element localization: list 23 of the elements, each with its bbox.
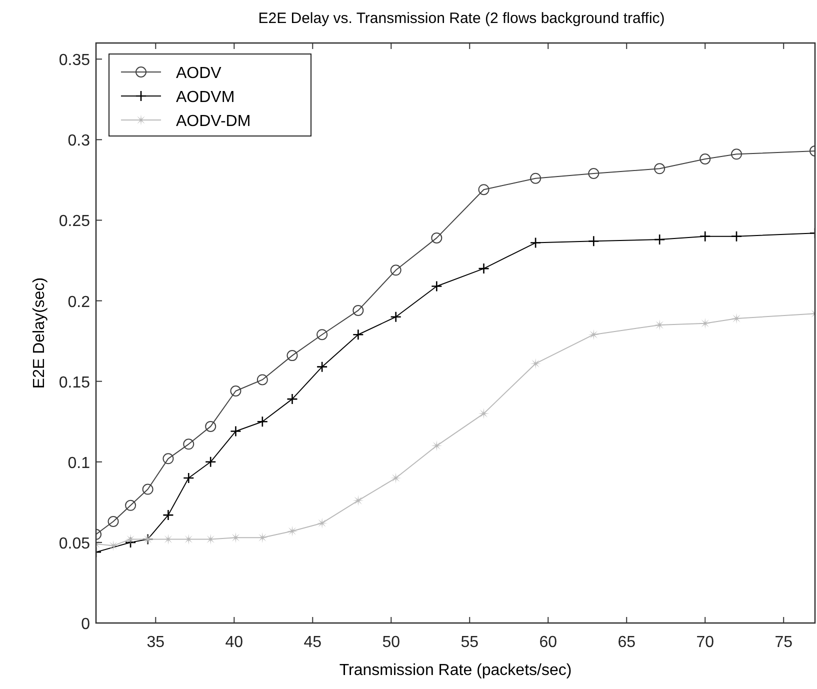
chart-title: E2E Delay vs. Transmission Rate (2 flows background traffic) [258, 10, 665, 27]
y-axis-title: E2E Delay(sec) [31, 277, 48, 389]
x-axis-title: Transmission Rate (packets/sec) [339, 662, 572, 679]
x-tick-label: 35 [146, 634, 165, 651]
legend-label: AODV [176, 65, 222, 82]
y-tick-label: 0.35 [58, 52, 90, 70]
x-tick-label: 55 [460, 634, 479, 651]
y-tick-label: 0.2 [68, 294, 90, 311]
y-tick-label: 0.3 [68, 132, 90, 150]
x-tick-label: 60 [539, 634, 558, 651]
x-tick-label: 70 [696, 634, 714, 651]
x-tick-label: 50 [382, 634, 400, 651]
legend-label: AODV-DM [176, 113, 251, 130]
x-tick-label: 45 [304, 634, 322, 651]
y-tick-label: 0.1 [68, 454, 90, 472]
y-tick-label: 0.05 [58, 535, 90, 552]
y-tick-label: 0.25 [58, 213, 90, 230]
x-tick-label: 75 [774, 634, 793, 651]
x-tick-label: 40 [225, 634, 244, 651]
y-tick-label: 0.15 [58, 374, 90, 392]
x-tick-label: 65 [618, 634, 636, 651]
legend-label: AODVM [176, 89, 235, 106]
y-tick-label: 0 [81, 616, 90, 633]
